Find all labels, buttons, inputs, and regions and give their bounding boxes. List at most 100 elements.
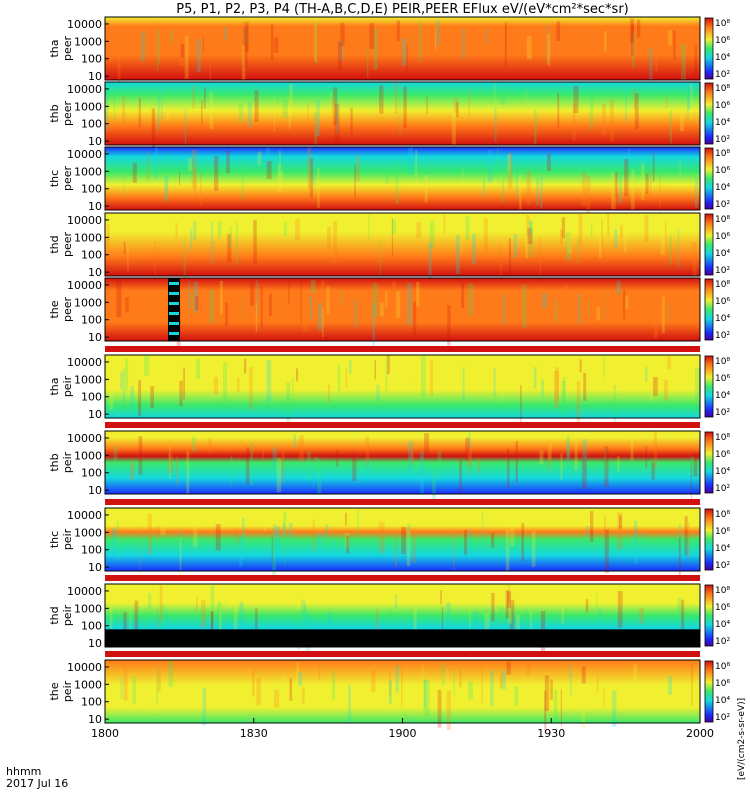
panel-label-probe: the (48, 682, 61, 700)
spectrogram-texture (653, 431, 657, 469)
spectrogram-texture (465, 216, 470, 241)
spectrogram-texture (544, 675, 550, 711)
spectrogram-texture (373, 27, 378, 70)
colorbar-tick-label: 10² (715, 200, 730, 210)
y-tick-label: 10000 (67, 356, 102, 369)
spectrogram-texture (560, 453, 563, 480)
spectrogram-texture (251, 669, 255, 697)
y-tick-label: 10000 (67, 432, 102, 445)
spectrogram-texture (385, 355, 388, 394)
spectrogram-texture (368, 213, 370, 241)
spectrogram-texture (243, 26, 248, 68)
spectrogram-texture (601, 218, 603, 256)
y-tick-label: 1000 (74, 296, 102, 309)
y-tick-label: 10 (88, 70, 102, 83)
spectrogram-texture (428, 242, 432, 279)
spectrogram-texture (274, 37, 279, 53)
spectrogram-texture (300, 598, 302, 620)
spectrogram-texture (275, 526, 281, 558)
spectrogram-texture (484, 613, 490, 630)
spectrogram-texture (579, 359, 582, 373)
spectrogram-texture (296, 663, 300, 690)
spectrogram-texture (211, 611, 213, 640)
spectrogram-texture (481, 664, 483, 703)
colorbar-tick-label: 10⁶ (715, 603, 730, 613)
spectrogram-texture (295, 219, 300, 241)
spectrogram-texture (371, 670, 376, 692)
data-gap-texture (169, 292, 179, 295)
spectrogram-texture (116, 520, 119, 562)
spectrogram-texture (106, 91, 109, 131)
spectrogram-texture (388, 680, 392, 705)
spectrogram-texture (379, 85, 384, 114)
spectrogram-texture (560, 229, 563, 245)
spectrogram-texture (243, 27, 247, 45)
spectrogram-texture (392, 280, 396, 297)
spectrogram-texture (150, 386, 154, 409)
colorbar-tick-label: 10⁶ (715, 101, 730, 111)
spectrogram-texture (507, 448, 510, 488)
spectrogram-texture (596, 593, 598, 610)
spectrogram-panel: 10 100 1000 10000 tha peir 10² 10⁴ 10⁶ 10⁸ (48, 346, 730, 426)
colorbar-tick-label: 10⁴ (715, 53, 730, 63)
spectrogram-texture (167, 24, 170, 49)
spectrogram-texture (334, 103, 340, 144)
spectrogram-texture (548, 442, 552, 460)
spectrogram-texture (266, 147, 270, 167)
y-tick-label: 100 (81, 118, 102, 131)
spectrogram-texture (529, 220, 533, 258)
spectrogram-texture (416, 282, 420, 307)
y-tick-label: 100 (81, 53, 102, 66)
spectrogram-texture (590, 510, 594, 542)
y-tick-label: 1000 (74, 373, 102, 386)
spectrogram-texture (109, 35, 112, 62)
spectrogram-texture (123, 665, 128, 701)
spectrogram-texture (510, 607, 513, 635)
spectrogram-texture (453, 668, 455, 697)
spectrogram-texture (494, 82, 496, 101)
spectrogram-texture (122, 95, 126, 126)
spectrogram-texture (307, 450, 311, 482)
spectrogram-texture (345, 532, 350, 548)
spectrogram-texture (425, 680, 430, 717)
spectrogram-texture (694, 368, 700, 402)
spectrogram-texture (288, 98, 291, 129)
y-tick-label: 10 (88, 408, 102, 421)
spectrogram-texture (278, 170, 284, 187)
spectrogram-texture (413, 301, 417, 335)
y-tick-label: 10000 (67, 279, 102, 292)
spectrogram-texture (569, 662, 571, 677)
spectrogram-texture (340, 22, 345, 47)
colorbar (704, 508, 714, 571)
spectrogram-texture (395, 665, 399, 693)
spectrogram-texture (507, 152, 513, 190)
spectrogram-texture (407, 283, 412, 326)
spectrogram-panel: 10 100 1000 10000 the peer 10² 10⁴ 10⁶ 10⁸ (48, 277, 730, 348)
spectrogram-texture (578, 293, 581, 325)
spectrogram-texture (289, 83, 293, 117)
spectrogram-texture (399, 99, 401, 135)
spectrogram-texture (354, 298, 357, 328)
spectrogram-texture (227, 233, 232, 263)
spectrogram-texture (575, 25, 579, 57)
spectrogram-texture (691, 664, 693, 706)
spectrogram-texture (451, 459, 454, 482)
spectrogram-texture (617, 512, 623, 550)
spectrogram-texture (302, 290, 308, 333)
spectrogram-fill-region (105, 629, 700, 647)
spectrogram-texture (123, 611, 127, 645)
spectrogram-texture (271, 24, 274, 61)
panel-frame (104, 277, 701, 342)
spectrogram-texture (254, 33, 257, 57)
spectrogram-texture (273, 524, 277, 548)
spectrogram-texture (193, 221, 197, 240)
spectrogram-texture (209, 289, 214, 324)
spectrogram-texture (239, 536, 243, 567)
spectrogram-texture (555, 367, 559, 402)
spectrogram-texture (491, 592, 495, 622)
spectrogram-texture (408, 147, 414, 175)
spectrogram-texture (192, 85, 195, 109)
spectrogram-texture (213, 377, 219, 395)
spectrogram-texture (603, 30, 607, 52)
spectrogram-texture (557, 92, 560, 128)
